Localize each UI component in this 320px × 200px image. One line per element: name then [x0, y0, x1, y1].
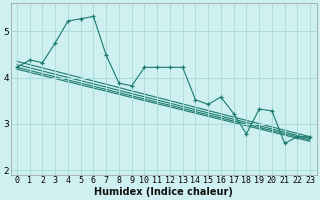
X-axis label: Humidex (Indice chaleur): Humidex (Indice chaleur) — [94, 187, 233, 197]
